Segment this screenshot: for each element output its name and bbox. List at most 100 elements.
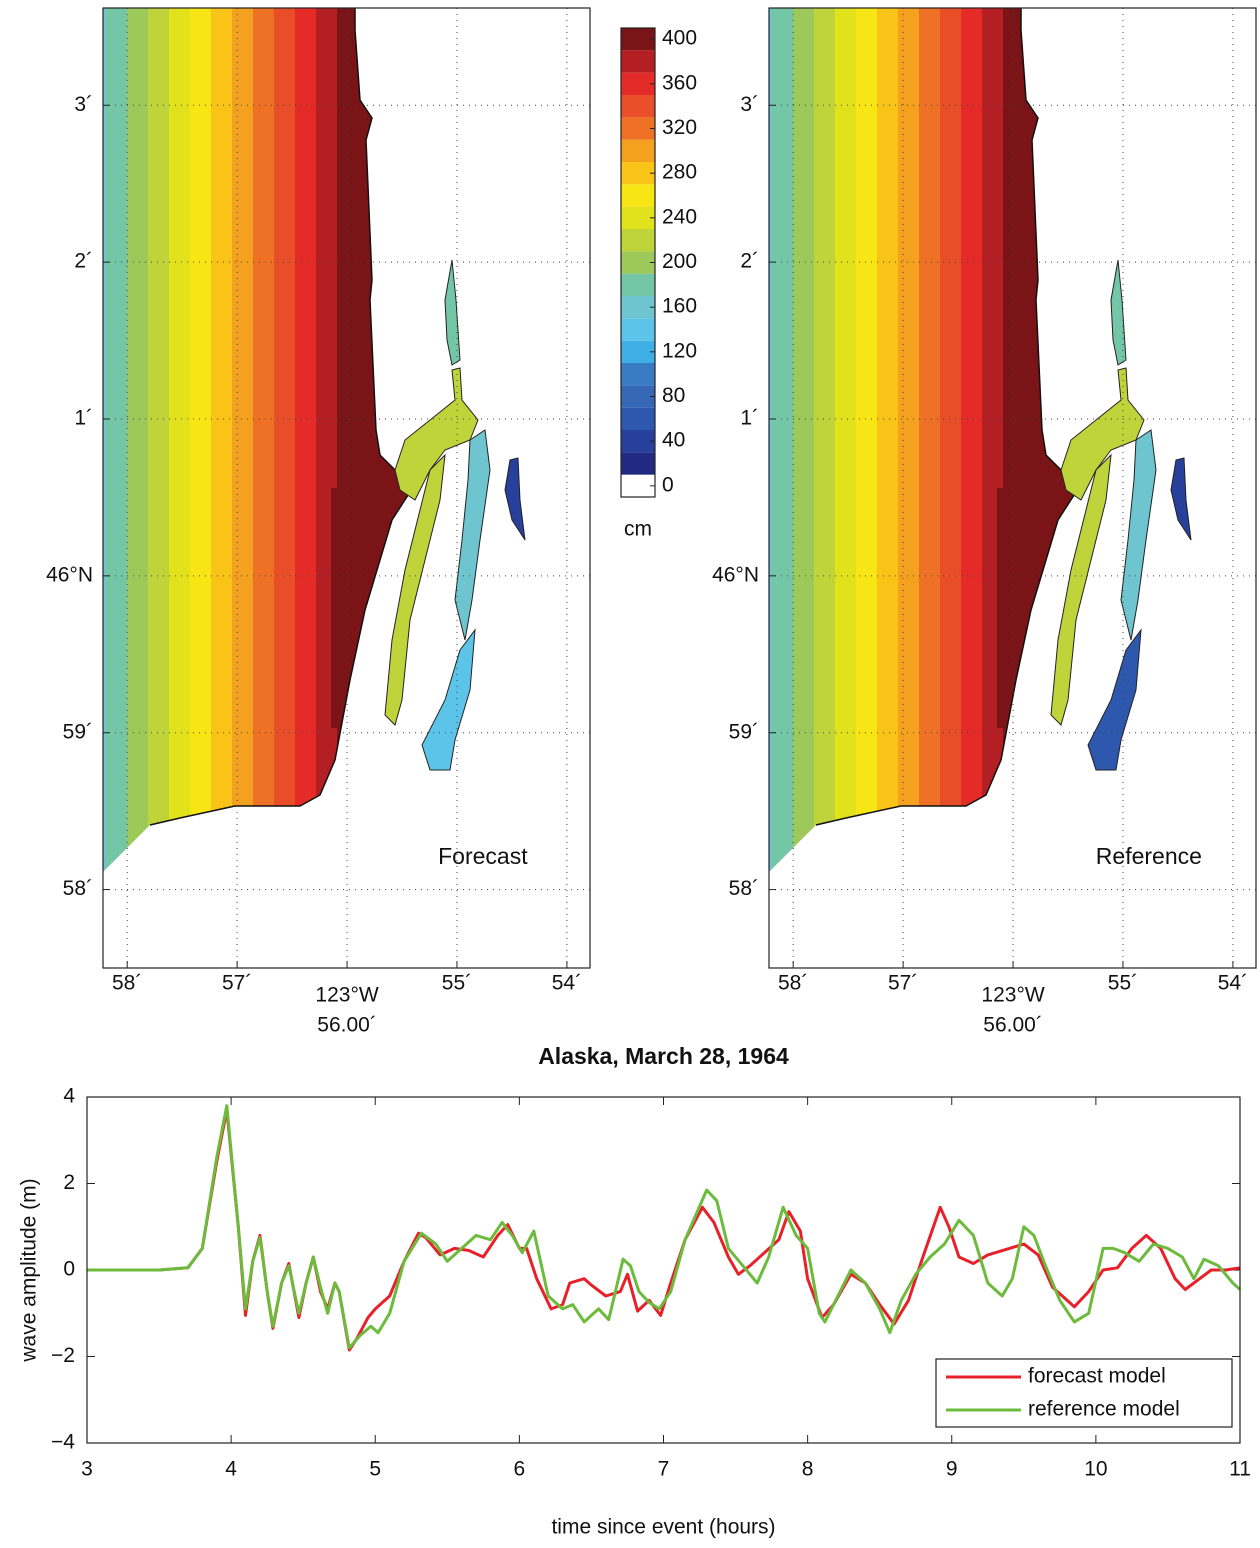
contour-band	[343, 848, 347, 872]
contour-band	[928, 408, 932, 449]
contour-band	[262, 488, 266, 529]
contour-band	[814, 408, 818, 449]
contour-band	[229, 568, 233, 609]
contour-band	[961, 448, 965, 489]
contour-band	[1042, 328, 1046, 369]
contour-band	[133, 488, 137, 529]
contour-band	[253, 448, 257, 489]
colorbar-band	[621, 251, 655, 274]
contour-band	[271, 848, 275, 872]
contour-band	[799, 288, 803, 329]
contour-band	[190, 8, 194, 49]
contour-band	[397, 248, 401, 289]
contour-band	[904, 368, 908, 409]
contour-band	[109, 848, 113, 872]
contour-band	[145, 208, 149, 249]
contour-band	[370, 488, 374, 529]
contour-band	[1078, 648, 1082, 689]
contour-band	[103, 848, 107, 872]
contour-band	[223, 328, 227, 369]
contour-band	[373, 408, 377, 449]
contour-band	[781, 808, 785, 849]
contour-band	[358, 648, 362, 689]
contour-band	[796, 568, 800, 609]
contour-band	[391, 8, 395, 49]
contour-band	[991, 328, 995, 369]
colorbar-tick-label: 120	[662, 339, 697, 362]
contour-band	[913, 808, 917, 849]
contour-band	[199, 248, 203, 289]
contour-band	[160, 688, 164, 729]
contour-band	[139, 8, 143, 49]
contour-band	[259, 88, 263, 129]
contour-band	[970, 48, 974, 89]
contour-band	[1063, 48, 1067, 89]
contour-band	[1000, 808, 1004, 849]
contour-band	[187, 8, 191, 49]
contour-band	[913, 608, 917, 649]
contour-band	[244, 688, 248, 729]
contour-band	[784, 88, 788, 129]
contour-band	[787, 88, 791, 129]
contour-band	[223, 568, 227, 609]
contour-band	[982, 728, 986, 769]
contour-band	[166, 528, 170, 569]
contour-band	[874, 488, 878, 529]
contour-band	[187, 408, 191, 449]
contour-band	[838, 168, 842, 209]
contour-band	[1000, 728, 1004, 769]
contour-band	[835, 728, 839, 769]
contour-band	[274, 808, 278, 849]
contour-band	[889, 808, 893, 849]
contour-band	[367, 408, 371, 449]
contour-band	[961, 648, 965, 689]
contour-band	[922, 848, 926, 872]
contour-band	[337, 128, 341, 169]
contour-band	[337, 248, 341, 289]
contour-band	[271, 648, 275, 689]
contour-band	[781, 248, 785, 289]
contour-band	[784, 368, 788, 409]
contour-band	[964, 488, 968, 529]
contour-band	[223, 688, 227, 729]
contour-band	[970, 608, 974, 649]
contour-band	[163, 728, 167, 769]
contour-band	[820, 368, 824, 409]
contour-band	[268, 408, 272, 449]
contour-band	[1060, 328, 1064, 369]
contour-band	[376, 168, 380, 209]
ocean-field	[769, 8, 1082, 872]
contour-band	[178, 168, 182, 209]
contour-band	[970, 568, 974, 609]
contour-band	[121, 808, 125, 849]
contour-band	[295, 48, 299, 89]
contour-band	[796, 848, 800, 872]
contour-band	[142, 848, 146, 872]
contour-band	[199, 88, 203, 129]
contour-band	[217, 848, 221, 872]
contour-band	[157, 248, 161, 289]
contour-band	[379, 168, 383, 209]
contour-band	[391, 208, 395, 249]
contour-band	[325, 328, 329, 369]
contour-band	[1042, 528, 1046, 569]
contour-band	[1003, 208, 1007, 249]
contour-band	[994, 208, 998, 249]
contour-band	[187, 328, 191, 369]
contour-band	[175, 648, 179, 689]
contour-band	[208, 88, 212, 129]
contour-band	[313, 328, 317, 369]
contour-band	[346, 328, 350, 369]
contour-band	[190, 248, 194, 289]
contour-band	[223, 848, 227, 872]
contour-band	[949, 608, 953, 649]
contour-band	[916, 568, 920, 609]
contour-band	[337, 648, 341, 689]
contour-band	[247, 168, 251, 209]
contour-band	[217, 168, 221, 209]
contour-band	[379, 8, 383, 49]
contour-band	[109, 48, 113, 89]
contour-band	[142, 48, 146, 89]
contour-band	[850, 48, 854, 89]
contour-band	[415, 688, 419, 729]
